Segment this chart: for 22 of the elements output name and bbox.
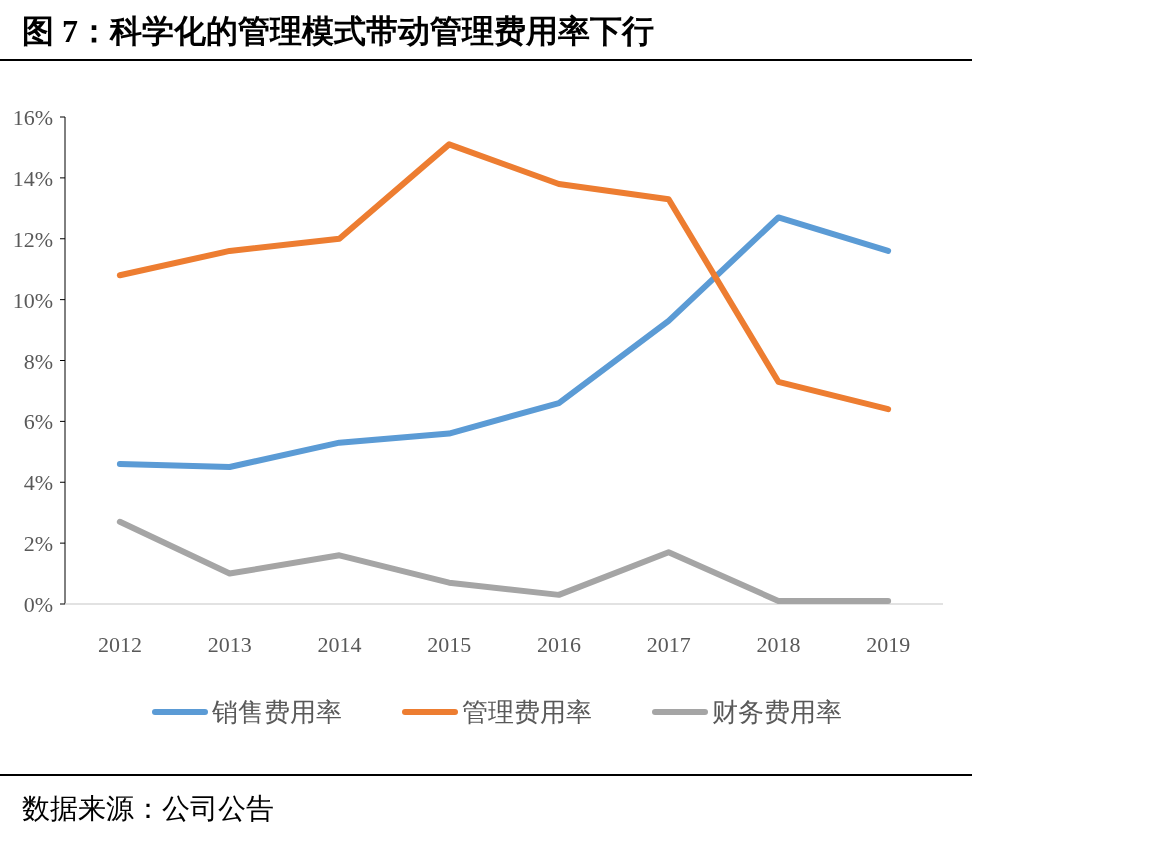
- x-tick-label: 2015: [427, 632, 472, 657]
- y-tick-label: 6%: [23, 409, 53, 435]
- x-tick-label: 2017: [646, 632, 691, 657]
- y-tick-label: 4%: [23, 470, 53, 496]
- y-tick-label: 8%: [23, 348, 53, 374]
- y-tick-label: 10%: [12, 287, 53, 313]
- y-tick-label: 16%: [12, 105, 53, 130]
- legend-label: 管理费用率: [462, 698, 592, 727]
- legend-label: 财务费用率: [712, 698, 842, 727]
- y-tick-label: 14%: [12, 165, 53, 191]
- y-tick-label: 0%: [23, 592, 53, 617]
- legend-label: 销售费用率: [211, 698, 342, 727]
- x-tick-label: 2014: [317, 632, 362, 657]
- y-tick-label: 2%: [23, 531, 53, 557]
- x-tick-label: 2019: [866, 632, 911, 657]
- x-tick-label: 2012: [97, 632, 142, 657]
- source-note: 数据来源：公司公告: [22, 793, 274, 824]
- chart-title: 图 7：科学化的管理模式带动管理费用率下行: [22, 13, 654, 49]
- x-tick-label: 2016: [536, 632, 581, 657]
- x-tick-label: 2018: [756, 632, 801, 657]
- x-tick-label: 2013: [207, 632, 252, 657]
- y-tick-label: 12%: [12, 226, 53, 252]
